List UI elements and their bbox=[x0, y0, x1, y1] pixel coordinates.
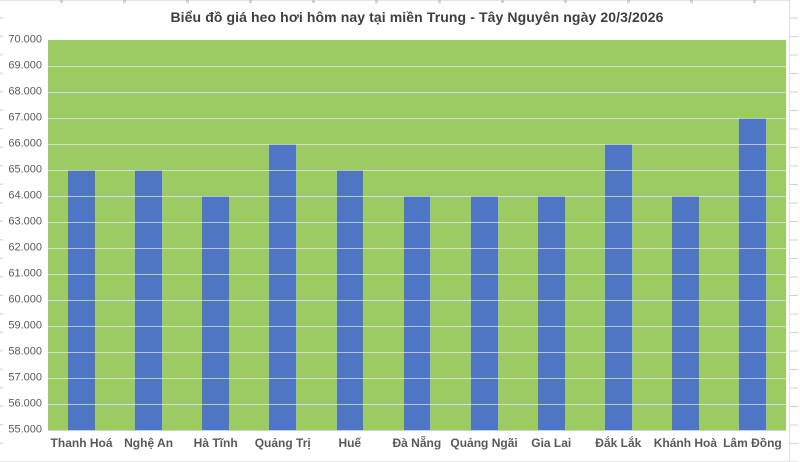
y-axis-label: 55.000 bbox=[8, 423, 42, 436]
x-axis-label: Hà Tĩnh bbox=[193, 436, 238, 450]
bar-slot bbox=[585, 40, 652, 430]
worksheet-left-row-ticks bbox=[0, 0, 3, 462]
y-axis-label: 67.000 bbox=[8, 111, 42, 124]
chart-bar bbox=[135, 170, 163, 430]
bar-slot bbox=[518, 40, 585, 430]
x-axis-label: Nghệ An bbox=[124, 436, 174, 450]
bar-slot bbox=[719, 40, 786, 430]
x-axis-label: Đắk Lắk bbox=[595, 436, 642, 450]
x-axis-label: Đà Nẵng bbox=[392, 436, 442, 450]
y-axis-label: 59.000 bbox=[8, 319, 42, 332]
chart-bar bbox=[336, 170, 364, 430]
chart-bar bbox=[537, 196, 565, 430]
y-axis-label: 61.000 bbox=[8, 267, 42, 280]
y-axis-label: 56.000 bbox=[8, 397, 42, 410]
chart-bar bbox=[470, 196, 498, 430]
y-axis-label: 58.000 bbox=[8, 345, 42, 358]
bar-slot bbox=[48, 40, 115, 430]
x-axis-label: Huế bbox=[338, 436, 362, 450]
x-axis-label: Gia Lai bbox=[531, 436, 572, 450]
bar-slot bbox=[316, 40, 383, 430]
plot-area bbox=[48, 40, 786, 431]
y-axis-label: 68.000 bbox=[8, 85, 42, 98]
x-axis-label: Thanh Hoá bbox=[50, 436, 113, 450]
y-axis-label: 70.000 bbox=[8, 33, 42, 46]
bar-slot bbox=[383, 40, 450, 430]
bar-slot bbox=[115, 40, 182, 430]
bars-container bbox=[48, 40, 786, 430]
y-axis-label: 66.000 bbox=[8, 137, 42, 150]
bar-slot bbox=[249, 40, 316, 430]
y-axis: 55.000 56.000 57.000 58.000 59.000 60.000 61.0… bbox=[0, 34, 42, 435]
y-axis-label: 60.000 bbox=[8, 293, 42, 306]
y-axis-label: 69.000 bbox=[8, 59, 42, 72]
y-axis-label: 63.000 bbox=[8, 215, 42, 228]
chart-bar bbox=[671, 196, 699, 430]
y-axis-label: 57.000 bbox=[8, 371, 42, 384]
chart-bar bbox=[739, 118, 766, 430]
worksheet-top-column-ticks bbox=[0, 0, 790, 3]
x-axis-label: Quảng Ngãi bbox=[450, 436, 518, 450]
worksheet-right-gridline bbox=[789, 0, 790, 462]
chart-bar bbox=[269, 144, 297, 430]
bar-slot bbox=[182, 40, 249, 430]
bar-slot bbox=[652, 40, 719, 430]
x-axis-label: Khánh Hoà bbox=[653, 436, 718, 450]
x-axis: Thanh Hoá Nghệ An Hà Tĩnh Quảng Trị Huế Đà Nẵ… bbox=[48, 436, 786, 450]
chart-title: Biểu đồ giá heo hơi hôm nay tại miền Tru… bbox=[170, 9, 664, 25]
y-axis-label: 65.000 bbox=[8, 163, 42, 176]
chart-bar bbox=[68, 170, 95, 430]
chart-bar bbox=[604, 144, 632, 430]
y-axis-label: 64.000 bbox=[8, 189, 42, 202]
worksheet-right-row-ticks bbox=[790, 0, 798, 462]
chart-bar bbox=[202, 196, 230, 430]
x-axis-label: Lâm Đồng bbox=[723, 436, 782, 450]
y-axis-label: 62.000 bbox=[8, 241, 42, 254]
bar-slot bbox=[451, 40, 518, 430]
chart-bar bbox=[403, 196, 431, 430]
x-axis-label: Quảng Trị bbox=[254, 436, 311, 450]
